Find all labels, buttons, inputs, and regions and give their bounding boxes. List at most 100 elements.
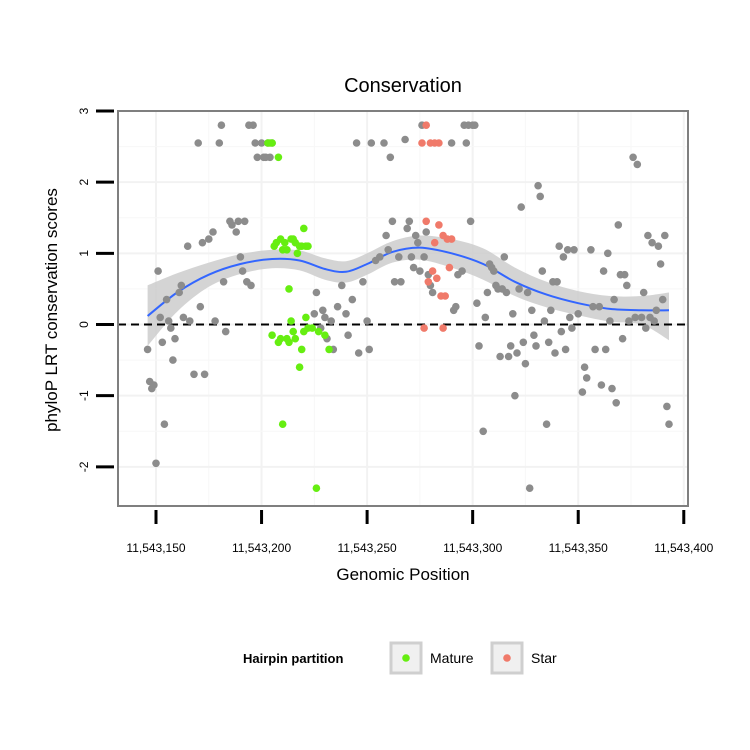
point-other (580, 363, 589, 372)
point-mature (285, 285, 293, 293)
point-other (566, 313, 574, 322)
point-other (179, 313, 188, 322)
point-other (156, 313, 164, 322)
point-other (551, 349, 559, 357)
point-other (578, 388, 587, 396)
point-other (618, 334, 627, 343)
point-other (257, 139, 266, 147)
plot-panel-border (117, 110, 689, 507)
point-other (150, 381, 158, 389)
point-other (167, 324, 175, 332)
point-other (631, 313, 639, 322)
point-other (610, 295, 618, 304)
point-other (568, 324, 576, 332)
point-mature (293, 249, 302, 258)
point-other (462, 139, 471, 147)
smooth-line (146, 246, 670, 317)
point-other (458, 267, 466, 275)
point-other (209, 228, 217, 236)
point-other (386, 153, 395, 162)
x-tick-label: 11,543,150 (126, 541, 185, 555)
point-mature (283, 246, 291, 254)
point-other (401, 135, 409, 144)
point-mature (302, 313, 310, 322)
point-other (633, 160, 642, 169)
point-other (215, 139, 224, 147)
point-other (395, 253, 403, 261)
point-other (639, 288, 648, 297)
point-star (433, 274, 441, 283)
point-other (466, 217, 475, 226)
point-other (407, 253, 416, 261)
y-tick-label: -1 (77, 390, 91, 401)
point-other (502, 288, 511, 297)
point-other (221, 327, 230, 336)
point-other (342, 310, 350, 318)
point-other (403, 224, 412, 233)
point-other (359, 278, 367, 286)
x-tick-label: 11,543,350 (549, 541, 608, 555)
point-other (344, 331, 352, 340)
point-star (420, 324, 428, 332)
point-other (471, 121, 479, 129)
point-other (528, 306, 536, 315)
y-tick-label: 2 (77, 179, 91, 186)
point-mature (281, 238, 289, 247)
point-other (650, 317, 658, 325)
point-other (509, 310, 517, 318)
point-other (591, 345, 599, 354)
legend-marker-mature (402, 654, 410, 662)
point-other (310, 310, 319, 318)
point-other (380, 139, 388, 147)
point-other (160, 420, 169, 429)
point-other (521, 359, 530, 368)
point-other (570, 246, 578, 254)
point-other (397, 278, 405, 286)
point-other (620, 270, 629, 279)
point-other (198, 238, 207, 247)
point-mature (314, 327, 323, 336)
point-mature (308, 324, 317, 332)
point-other (612, 399, 620, 407)
point-star (430, 238, 439, 247)
points-layer (143, 121, 673, 493)
point-other (348, 295, 357, 304)
point-mature (321, 331, 329, 340)
point-mature (325, 345, 333, 354)
point-other (249, 121, 257, 129)
point-other (247, 281, 255, 290)
point-other (152, 459, 160, 468)
point-star (428, 267, 437, 275)
point-other (240, 217, 249, 226)
point-other (321, 313, 329, 322)
point-other (544, 338, 553, 347)
point-other (205, 235, 213, 243)
point-other (506, 342, 515, 350)
point-other (266, 153, 274, 162)
axes: 11,543,150 11,543,200 11,543,250 11,543,300… (77, 107, 714, 555)
point-mature (274, 338, 283, 347)
point-other (500, 253, 509, 261)
point-other (422, 228, 431, 236)
y-tick-label: 0 (77, 321, 91, 328)
legend-label-star: Star (531, 650, 557, 666)
chart-title: Conservation (344, 75, 462, 97)
point-other (312, 288, 321, 297)
point-other (367, 139, 376, 147)
point-other (601, 345, 610, 354)
point-other (162, 295, 171, 304)
point-other (217, 121, 226, 129)
point-other (547, 306, 555, 315)
point-other (555, 242, 563, 250)
legend-marker-star (503, 654, 511, 662)
point-other (194, 139, 202, 147)
point-other (597, 381, 606, 389)
point-mature (312, 484, 321, 493)
point-other (390, 278, 399, 286)
point-other (534, 181, 542, 190)
point-other (171, 334, 179, 343)
point-other (352, 139, 361, 147)
point-mature (287, 317, 295, 325)
point-other (629, 153, 637, 162)
point-other (606, 317, 614, 325)
